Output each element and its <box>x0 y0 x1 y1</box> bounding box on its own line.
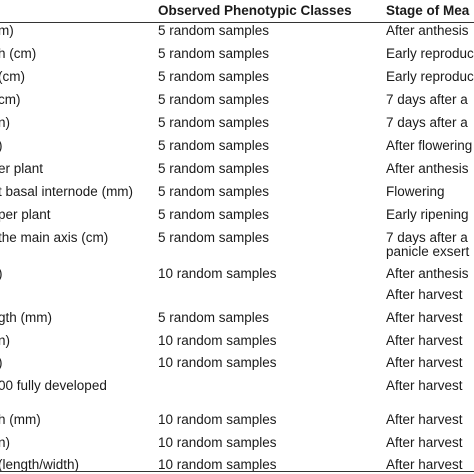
phenotypic-class-cell: 5 random samples <box>158 230 270 245</box>
stage-cell: After harvest <box>386 355 463 370</box>
stage-cell: After harvest <box>386 412 463 427</box>
trait-cell: ) <box>0 265 3 282</box>
phenotypic-class-cell: 5 random samples <box>158 23 270 38</box>
phenotypic-class-cell: 5 random samples <box>158 115 270 130</box>
trait-cell: n) <box>0 435 11 450</box>
phenotypic-class-cell: 5 random samples <box>158 69 270 84</box>
stage-cell: After anthesis <box>386 23 469 38</box>
phenotypic-class-cell: 5 random samples <box>158 310 270 325</box>
stage-cell: Early ripening <box>386 207 469 222</box>
phenotypic-class-cell: 5 random samples <box>158 184 270 199</box>
trait-cell: per plant <box>0 207 51 222</box>
stage-cell: Early reproduc <box>386 69 474 84</box>
phenotypic-class-cell: 5 random samples <box>158 207 270 222</box>
table-header: Observed Phenotypic Classes Stage of Mea <box>0 0 474 23</box>
trait-cell: er plant <box>0 161 44 176</box>
trait-cell: ) <box>0 354 3 371</box>
trait-cell: m) <box>0 23 14 38</box>
stage-cell: 7 days after a <box>386 92 468 107</box>
trait-cell: t basal internode (mm) <box>0 184 134 199</box>
trait-cell: 00 fully developed <box>0 378 107 393</box>
stage-cell-continued: panicle exsert <box>386 244 470 259</box>
header-phenotypic-classes: Observed Phenotypic Classes <box>158 3 352 18</box>
stage-cell: Early reproduc <box>386 46 474 61</box>
trait-cell: cm) <box>0 92 21 107</box>
trait-cell: the main axis (cm) <box>0 230 109 245</box>
stage-cell: Flowering <box>386 184 445 199</box>
trait-cell: n) <box>0 115 11 130</box>
stage-cell: After harvest <box>386 457 463 472</box>
trait-cell: gth (mm) <box>0 310 52 325</box>
trait-cell: (cm) <box>0 69 25 84</box>
stage-cell: 7 days after a <box>386 115 468 130</box>
trait-cell: h (cm) <box>0 46 37 61</box>
phenotypic-class-cell: 10 random samples <box>158 355 277 370</box>
trait-cell: h (mm) <box>0 412 41 427</box>
trait-cell: (length/width) <box>0 457 80 472</box>
phenotypic-class-cell: 5 random samples <box>158 161 270 176</box>
phenotypic-class-cell: 5 random samples <box>158 92 270 107</box>
phenotypic-class-cell: 5 random samples <box>158 46 270 61</box>
phenotypic-class-cell: 10 random samples <box>158 266 277 281</box>
trait-cell: ) <box>0 137 3 154</box>
stage-cell: After harvest <box>386 435 463 450</box>
stage-cell: After harvest <box>386 333 463 348</box>
stage-cell: After anthesis <box>386 266 469 281</box>
stage-cell: After harvest <box>386 378 463 393</box>
phenotypic-class-cell: 10 random samples <box>158 435 277 450</box>
phenotypic-class-cell: 10 random samples <box>158 412 277 427</box>
phenotypic-class-cell: 10 random samples <box>158 333 277 348</box>
stage-cell: After harvest <box>386 287 463 302</box>
stage-cell: After anthesis <box>386 161 469 176</box>
table-bottom-rule <box>0 471 474 472</box>
phenotypic-class-cell: 10 random samples <box>158 457 277 472</box>
trait-cell: n) <box>0 333 11 348</box>
header-stage: Stage of Mea <box>386 3 470 18</box>
phenotypic-class-cell: 5 random samples <box>158 138 270 153</box>
stage-cell: After harvest <box>386 310 463 325</box>
stage-cell: After flowering <box>386 138 473 153</box>
stage-cell: 7 days after a <box>386 230 468 245</box>
